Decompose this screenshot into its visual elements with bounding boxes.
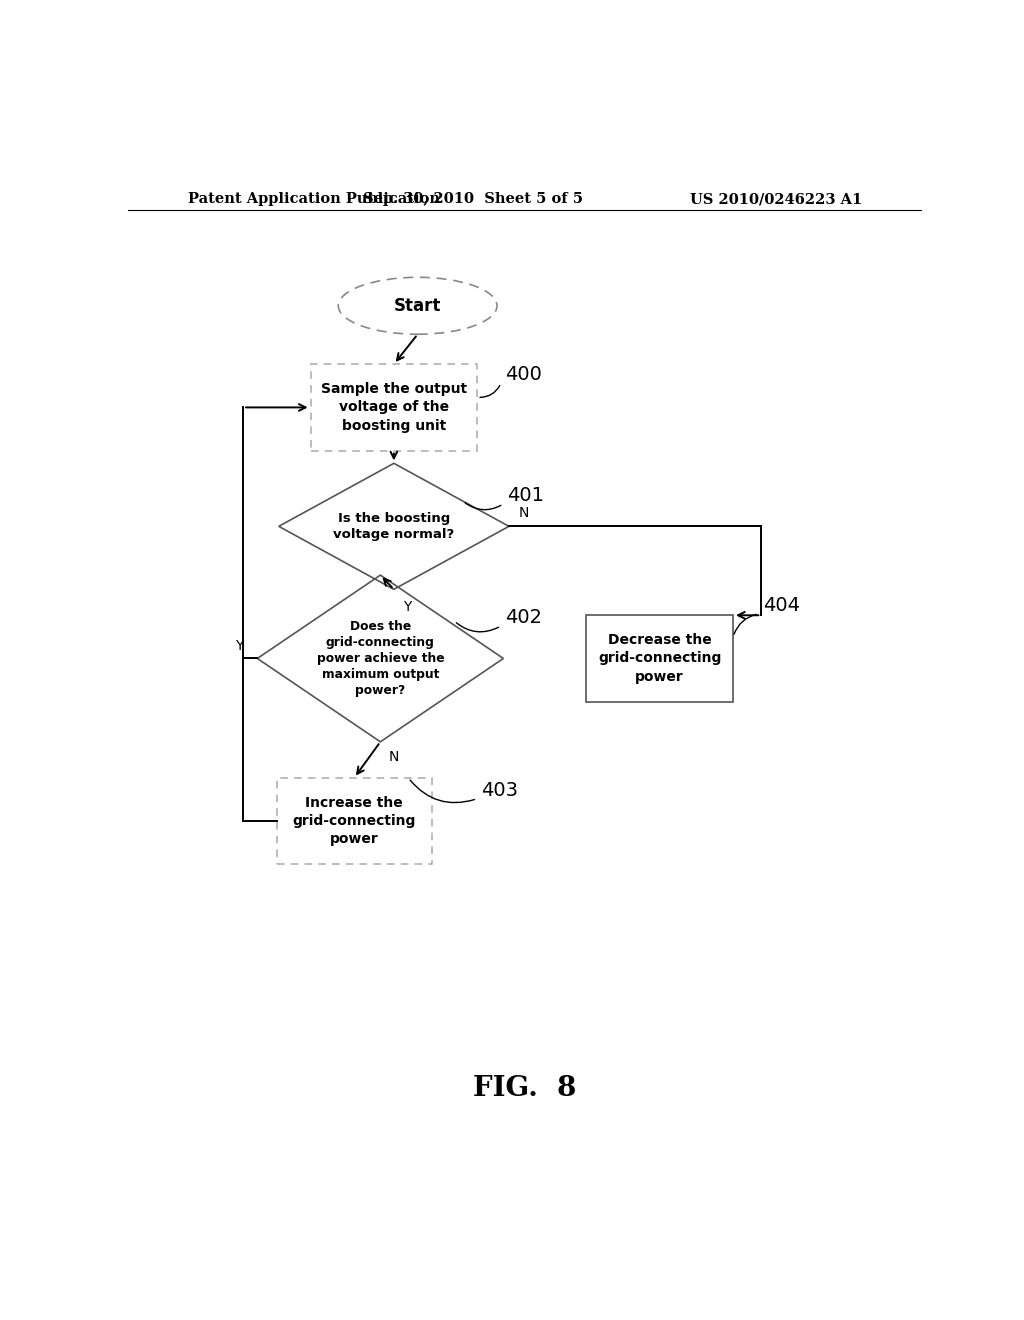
Text: Sep. 30, 2010  Sheet 5 of 5: Sep. 30, 2010 Sheet 5 of 5 <box>364 191 584 206</box>
Text: N: N <box>388 750 398 764</box>
Text: 403: 403 <box>481 781 518 800</box>
Text: Y: Y <box>403 599 412 614</box>
Text: Increase the
grid-connecting
power: Increase the grid-connecting power <box>293 796 416 846</box>
Text: Start: Start <box>394 297 441 314</box>
Text: Decrease the
grid-connecting
power: Decrease the grid-connecting power <box>598 634 721 684</box>
Text: N: N <box>518 507 528 520</box>
Text: Y: Y <box>234 639 243 653</box>
Text: 401: 401 <box>507 486 545 506</box>
Text: Is the boosting
voltage normal?: Is the boosting voltage normal? <box>333 512 455 541</box>
Text: FIG.  8: FIG. 8 <box>473 1074 577 1102</box>
Text: 402: 402 <box>505 609 542 627</box>
Text: 400: 400 <box>505 366 542 384</box>
Text: US 2010/0246223 A1: US 2010/0246223 A1 <box>690 191 862 206</box>
Text: Patent Application Publication: Patent Application Publication <box>187 191 439 206</box>
Text: Sample the output
voltage of the
boosting unit: Sample the output voltage of the boostin… <box>321 381 467 433</box>
Text: Does the
grid-connecting
power achieve the
maximum output
power?: Does the grid-connecting power achieve t… <box>316 620 444 697</box>
Text: 404: 404 <box>763 597 800 615</box>
